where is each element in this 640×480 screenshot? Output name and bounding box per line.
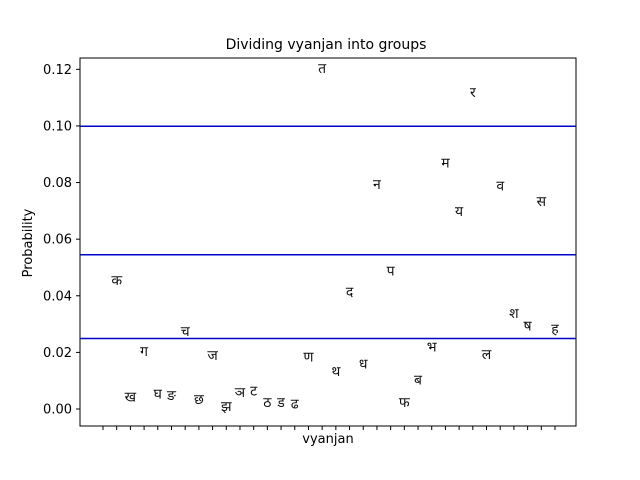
data-point-label: थ (331, 364, 341, 380)
data-points: क ख ग घ ङ च छ ज झञ टठ ड ढ ण त थ द ध न प फबभ म य र ल व शष स ह (111, 61, 559, 415)
data-point-label: स (537, 194, 547, 210)
data-point-label: र (470, 85, 476, 101)
data-point-label: म (441, 156, 450, 172)
y-tick-label: 0.06 (43, 233, 72, 248)
data-point-label: झ (221, 399, 232, 415)
data-point-label: ग (140, 344, 149, 360)
data-point-label: ह (551, 321, 559, 337)
chart-title: Dividing vyanjan into groups (226, 37, 427, 53)
data-point-label: न (373, 177, 381, 193)
threshold-lines (80, 125, 576, 340)
data-point-label: ञ (235, 385, 246, 401)
data-point-label: श (509, 306, 519, 322)
data-point-label: छ (194, 392, 205, 408)
data-point-label: फ (399, 395, 410, 411)
data-point-label: ड (276, 395, 285, 411)
x-axis-label: vyanjan (302, 432, 353, 447)
data-point-label: ज (207, 348, 218, 364)
data-point-label: च (181, 324, 191, 340)
data-point-label: भ (427, 340, 438, 356)
data-point-label: त (318, 61, 327, 77)
y-tick-label: 0.00 (43, 403, 72, 418)
data-point-label: द (346, 285, 354, 301)
data-point-label: ब (414, 372, 423, 388)
data-point-label: व (496, 178, 504, 194)
y-axis-ticks: 0.00 0.02 0.04 0.06 0.08 0.10 0.12 (43, 63, 80, 418)
y-tick-label: 0.10 (43, 119, 72, 134)
plot-area-frame (79, 57, 577, 427)
data-point-label: प (387, 263, 396, 279)
data-point-label: ढ (291, 396, 300, 412)
y-tick-label: 0.04 (43, 289, 72, 304)
data-point-label: ख (125, 389, 137, 405)
x-axis-ticks (102, 426, 556, 430)
data-point-label: ण (303, 350, 314, 366)
data-point-label: य (455, 204, 464, 220)
data-point-label: ठ (263, 395, 272, 411)
data-point-label: ष (524, 319, 533, 335)
data-point-label: घ (154, 386, 163, 402)
y-tick-label: 0.02 (43, 346, 72, 361)
data-point-label: ङ (166, 388, 177, 404)
data-point-label: क (111, 273, 122, 289)
y-tick-label: 0.12 (43, 63, 72, 78)
data-point-label: ट (250, 384, 258, 400)
y-axis-label: Probability (21, 208, 36, 277)
y-tick-label: 0.08 (43, 176, 72, 191)
data-point-label: ल (482, 347, 492, 363)
data-point-label: ध (359, 357, 368, 373)
